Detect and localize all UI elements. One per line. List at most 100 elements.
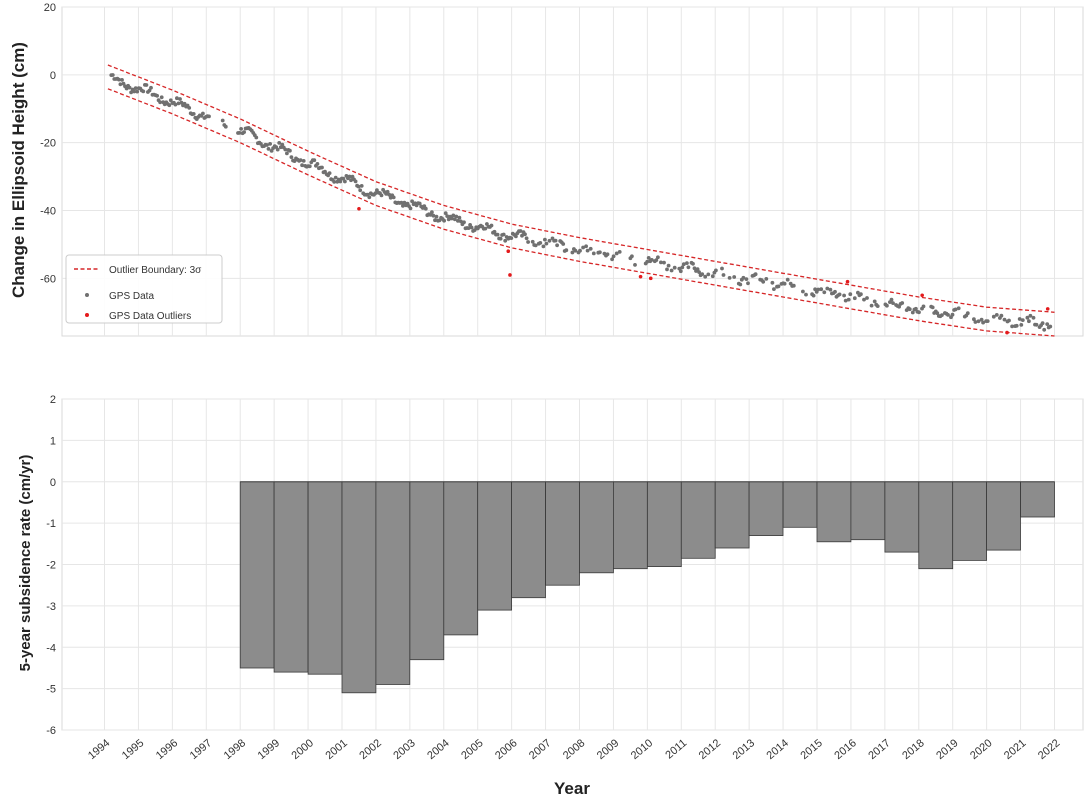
gps-data-point (1017, 317, 1022, 321)
gps-data-point (495, 232, 500, 237)
gps-data-point (254, 135, 259, 140)
gps-data-point (417, 201, 422, 206)
gps-data-point (343, 179, 347, 184)
gps-data-point (811, 293, 816, 298)
gps-data-point (175, 96, 179, 101)
top-chart: 20 0 -20 -40 -60 Change in Ellipsoid Height … (9, 2, 1084, 337)
subsidence-bar (884, 481, 920, 553)
gps-data-point (289, 155, 294, 160)
bottom-y-tick-label: 0 (50, 477, 56, 489)
gps-data-point (277, 141, 282, 145)
gps-data-point (573, 248, 578, 253)
gps-data-point (191, 112, 196, 116)
gps-data-point (187, 106, 192, 110)
bottom-y-tick-label: -2 (46, 560, 56, 572)
top-plot-area (61, 6, 1084, 337)
gps-data-point (275, 147, 280, 152)
gps-data-point (443, 211, 448, 216)
gps-data-point (358, 188, 363, 193)
gps-data-point (127, 85, 132, 90)
gps-data-point (956, 306, 961, 311)
gps-data-point (706, 272, 711, 277)
gps-data-point (141, 89, 146, 94)
gps-data-point (843, 298, 848, 303)
gps-data-point (804, 292, 808, 297)
x-tick-label: 2001 (323, 737, 349, 762)
gps-data-point (385, 189, 390, 194)
gps-data-point (744, 277, 749, 281)
x-tick-label: 2016 (832, 737, 858, 762)
gps-data-point (617, 250, 622, 254)
top-y-tick-label: -60 (40, 273, 56, 285)
gps-data-point (1002, 317, 1007, 322)
gps-data-point (973, 320, 978, 324)
gps-data-point (483, 226, 488, 231)
gps-data-point (770, 280, 775, 285)
gps-data-point (646, 256, 651, 260)
gps-data-point (118, 82, 123, 87)
gps-data-point (738, 282, 743, 287)
subsidence-bar (714, 481, 750, 549)
gps-data-point (1040, 321, 1045, 326)
gps-data-point (410, 199, 414, 204)
gps-data-point (176, 101, 181, 106)
gps-data-point (741, 275, 746, 280)
gps-data-point (1045, 322, 1050, 326)
gps-data-point (223, 124, 228, 129)
gps-data-point (1031, 315, 1036, 320)
subsidence-bar (782, 481, 818, 528)
gps-data-point (518, 229, 523, 233)
gps-data-point (373, 191, 378, 196)
gps-data-point (431, 213, 436, 218)
gps-data-point (110, 73, 115, 77)
gps-data-point (979, 317, 984, 322)
gps-data-point (242, 130, 247, 135)
x-tick-label: 2007 (527, 737, 553, 762)
gps-data-point (697, 270, 701, 274)
gps-data-point (133, 86, 138, 90)
legend-boundary-label: Outlier Boundary: 3σ (109, 265, 202, 276)
gps-data-point (466, 226, 471, 231)
subsidence-bar (341, 481, 377, 694)
legend-outlier-label: GPS Data Outliers (109, 311, 191, 322)
gps-data-point (584, 244, 588, 249)
gps-data-point (359, 184, 364, 188)
x-tick-label: 1999 (256, 737, 282, 762)
gps-data-point (764, 277, 769, 281)
gps-data-point (1034, 322, 1039, 327)
gps-data-point (828, 287, 833, 292)
top-y-axis-label: Change in Ellipsoid Height (cm) (9, 42, 28, 298)
gps-data-point (598, 250, 602, 255)
gps-data-point (720, 266, 724, 271)
gps-data-point (659, 260, 663, 265)
x-tick-label: 2020 (968, 737, 994, 762)
gps-data-point (1020, 318, 1025, 322)
gps-data-point (649, 258, 654, 262)
gps-data-point (135, 89, 140, 94)
gps-data-point (703, 274, 708, 279)
gps-data-point (459, 219, 463, 224)
gps-data-point (848, 292, 853, 297)
subsidence-bar (647, 481, 682, 567)
gps-outlier-points (357, 207, 1050, 335)
gps-data-point (727, 276, 732, 280)
gps-data-point (158, 100, 163, 105)
gps-data-point (442, 218, 446, 223)
gps-data-point (914, 306, 918, 311)
gps-data-point (285, 151, 289, 156)
gps-data-point (1019, 323, 1024, 327)
gps-data-point (785, 277, 790, 282)
outlier-boundary-lines (107, 64, 1055, 337)
gps-data-point (503, 238, 508, 243)
lower-boundary-line (107, 88, 1055, 337)
bottom-y-tick-label: 1 (50, 435, 56, 447)
gps-data-point (645, 259, 650, 264)
gps-data-point (356, 184, 361, 189)
gps-data-point (327, 171, 332, 176)
gps-data-point (656, 255, 660, 260)
bottom-y-tick-label: -1 (46, 518, 56, 530)
gps-data-point (714, 268, 718, 273)
x-tick-label: 2000 (290, 737, 316, 762)
x-tick-label: 2021 (1002, 737, 1028, 762)
